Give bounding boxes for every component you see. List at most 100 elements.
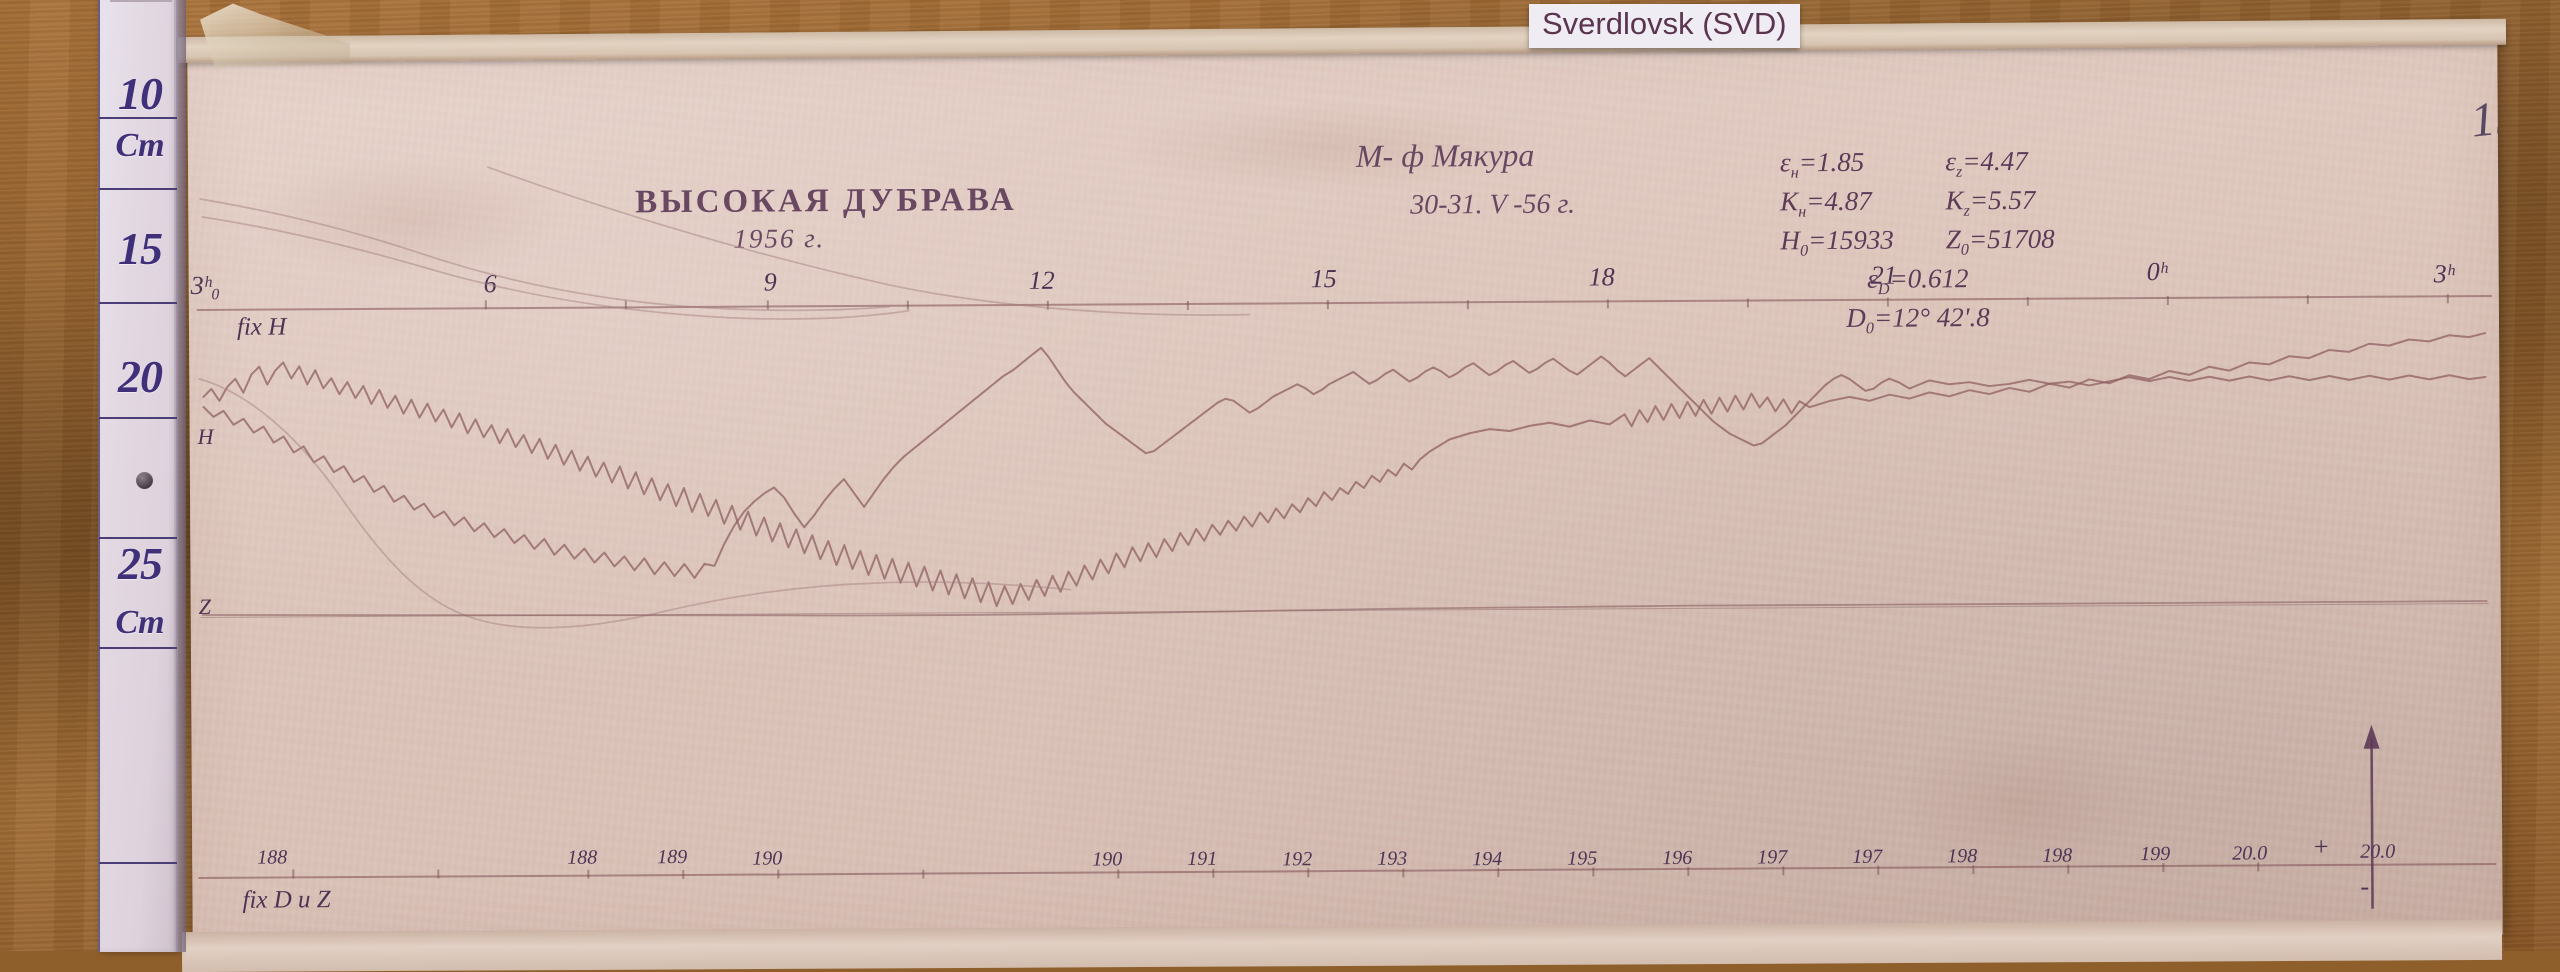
axis-tick — [2067, 864, 2070, 874]
axis-tick — [1402, 868, 1405, 878]
parameter-epsilon-z: εz=4.47 — [1945, 145, 2028, 181]
axis-tick — [1592, 867, 1595, 877]
axis-tick — [1782, 866, 1785, 876]
scale-number: 20.0 — [2232, 842, 2268, 865]
ruler-tick — [99, 537, 177, 539]
axis-tick — [1046, 300, 1049, 310]
top-time-axis — [196, 294, 2492, 312]
ruler-top-tab — [110, 0, 172, 2]
param-symbol: ε — [1867, 263, 1878, 294]
param-value: 0.612 — [1907, 263, 1969, 294]
parameter-epsilon-h: εн=1.85 — [1779, 146, 1865, 182]
magnetogram-sheet: ВЫСОКАЯ ДУБРАВА 1956 г. М- ф Мякура 30-3… — [187, 34, 2503, 950]
parameter-k-z: Кz=5.57 — [1945, 184, 2036, 220]
ruler-label-20: 20 — [118, 351, 163, 402]
scale-number: 199 — [2140, 842, 2171, 866]
axis-tick — [437, 869, 440, 879]
ruler-tick — [99, 302, 177, 304]
axis-tick — [292, 869, 295, 879]
param-subscript: 0 — [1865, 318, 1875, 337]
hour-label-18: 18 — [1588, 262, 1615, 292]
ruler-edge-shadow — [174, 0, 186, 952]
axis-tick — [1212, 868, 1215, 878]
axis-tick — [1466, 300, 1469, 310]
axis-tick — [2166, 295, 2169, 305]
param-subscript: н — [1798, 202, 1807, 221]
axis-tick — [2162, 863, 2165, 873]
parameter-h0: H0=15933 — [1780, 224, 1894, 260]
axis-tick — [1186, 300, 1189, 310]
axis-tick — [1877, 865, 1880, 875]
polarity-plus-label: + — [2312, 831, 2330, 862]
ruler-tick — [99, 862, 177, 864]
axis-tick — [1307, 868, 1310, 878]
hour-label-0: 0ʰ — [2146, 256, 2168, 287]
param-value: 4.87 — [1824, 185, 1872, 217]
param-symbol: H — [1780, 225, 1801, 256]
ruler-tick — [99, 188, 177, 190]
ruler-label-cm-upper: Cm — [115, 127, 165, 164]
axis-tick — [777, 869, 780, 879]
paper-grain-texture — [187, 34, 2503, 950]
param-value: 51708 — [1987, 223, 2055, 254]
ruler-label-cm-lower: Cm — [115, 604, 165, 641]
parameter-epsilon-d: εD=0.612 — [1867, 263, 1969, 298]
measuring-ruler: 10 Cm 15 20 25 Cm — [98, 0, 186, 952]
axis-tick — [2306, 295, 2309, 305]
axis-tick — [484, 300, 487, 310]
d-baseline-trace — [200, 603, 2489, 618]
ruler-label-15: 15 — [118, 223, 163, 274]
axis-tick — [682, 870, 685, 880]
param-symbol: D — [1846, 302, 1866, 333]
ruler-tick — [99, 117, 177, 119]
axis-tick — [1972, 865, 1975, 875]
axis-tick — [1606, 299, 1609, 309]
sheet-number: 151 — [2468, 87, 2503, 148]
axis-tick — [1497, 868, 1500, 878]
chart-year: 1956 г. — [733, 223, 826, 254]
param-symbol: ε — [1779, 147, 1791, 178]
axis-tick — [1746, 298, 1749, 308]
observer-note-line1: М- ф Мякура — [1355, 136, 1535, 174]
scale-number: 191 — [1187, 847, 1218, 870]
parameter-row: H0=15933 Z0=51708 — [1780, 221, 2080, 262]
top-axis-left-label: 3ʰ₀ — [190, 270, 221, 301]
ruler-marker-dot — [136, 472, 153, 489]
axis-tick — [624, 300, 627, 310]
param-symbol: К — [1780, 186, 1799, 217]
hour-label-6: 6 — [483, 269, 497, 299]
parameter-row: εн=1.85 εz=4.47 — [1780, 144, 2080, 185]
hour-label-12: 12 — [1028, 265, 1055, 295]
axis-tick — [1687, 866, 1690, 876]
param-symbol: Z — [1945, 224, 1961, 255]
scale-number: 188 — [257, 846, 288, 869]
axis-tick — [2446, 294, 2449, 304]
trace-label-h: H — [197, 423, 214, 450]
polarity-arrow-group — [2341, 721, 2402, 916]
param-subscript: z — [1963, 201, 1970, 220]
param-value: 1.85 — [1816, 146, 1865, 178]
ruler-tick — [99, 647, 177, 649]
param-value: 15933 — [1826, 224, 1894, 255]
axis-tick — [906, 300, 909, 310]
chart-title: ВЫСОКАЯ ДУБРАВА — [635, 182, 1017, 221]
fix-d-z-label: fix D и Z — [242, 886, 331, 914]
up-arrow-icon — [2363, 724, 2380, 909]
axis-tick — [922, 869, 925, 879]
axis-tick — [1117, 869, 1120, 879]
param-subscript: 0 — [1960, 240, 1970, 259]
top-axis-right-label: 3ʰ — [2433, 259, 2455, 289]
scale-number: 190 — [752, 847, 783, 870]
observer-note-line2: 30-31. V -56 г. — [1410, 188, 1576, 221]
parameter-block: εн=1.85 εz=4.47 Кн=4.87 Кz=5.57 H0=15933 — [1780, 144, 2081, 341]
ruler-label-25: 25 — [118, 538, 163, 589]
ruler-tick — [99, 417, 177, 419]
param-value: 4.47 — [1980, 145, 2028, 177]
scale-number: 189 — [657, 846, 688, 869]
param-subscript: D — [1877, 279, 1890, 298]
param-subscript: 0 — [1799, 241, 1809, 260]
param-value: 12° 42'.8 — [1892, 301, 1990, 333]
scale-number: 188 — [567, 846, 598, 869]
parameter-z0: Z0=51708 — [1945, 223, 2055, 259]
recorder-traces — [198, 166, 2488, 629]
